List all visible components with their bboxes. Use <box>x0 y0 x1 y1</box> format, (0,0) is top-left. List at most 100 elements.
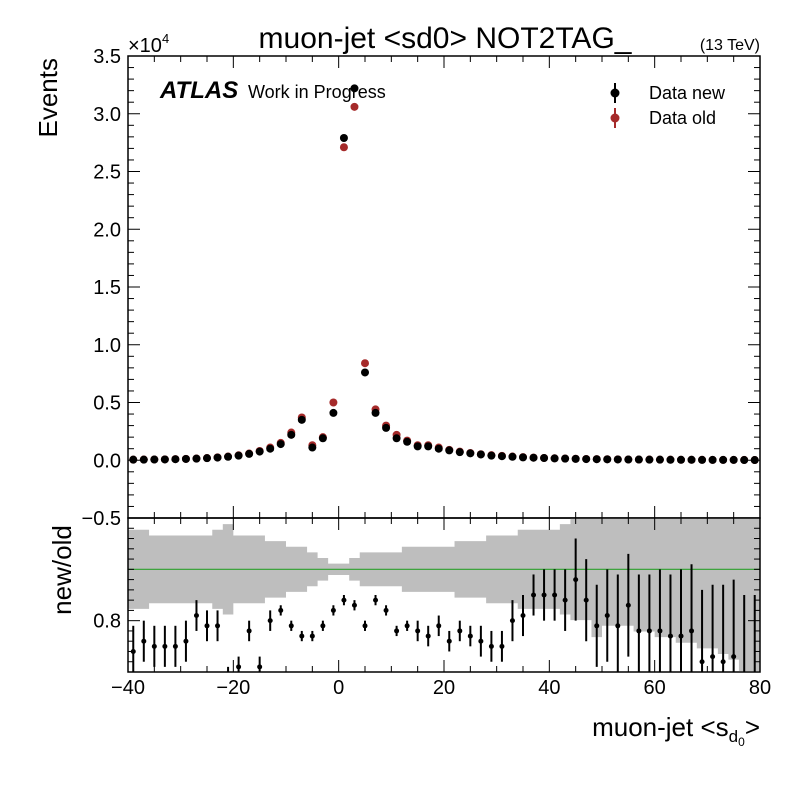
data-new-point <box>213 453 222 462</box>
data-new-point <box>434 444 443 453</box>
ratio-point <box>351 602 357 608</box>
ratio-point <box>299 633 305 639</box>
main-y-tick-label: 3.5 <box>93 46 121 68</box>
ratio-ylabel: new/old <box>47 525 77 615</box>
ratio-point <box>488 643 494 649</box>
data-new-point <box>424 442 433 451</box>
data-new-point <box>403 437 412 446</box>
data-new-point <box>413 442 422 451</box>
legend-label-data-new: Data new <box>649 83 726 103</box>
data-new-point <box>497 452 506 461</box>
data-new-point <box>740 456 749 465</box>
legend: Data new Data old <box>610 83 726 128</box>
data-new-point <box>329 408 338 417</box>
data-new-point <box>655 455 664 464</box>
data-new-point <box>255 447 264 456</box>
ratio-point <box>320 623 326 629</box>
ratio-point <box>615 623 621 629</box>
ratio-point <box>341 597 347 603</box>
ratio-point <box>309 633 315 639</box>
ratio-point <box>710 654 716 660</box>
data-new-point <box>192 454 201 463</box>
data-new-point <box>603 455 612 464</box>
ratio-point <box>330 607 336 613</box>
ratio-point <box>415 628 421 634</box>
ratio-point <box>604 613 610 619</box>
ratio-point <box>362 623 368 629</box>
data-new-point <box>171 455 180 464</box>
ratio-point <box>246 628 252 634</box>
atlas-sublabel: Work in Progress <box>248 82 386 102</box>
ratio-point <box>394 628 400 634</box>
ratio-point <box>720 659 726 665</box>
data-new-point <box>666 455 675 464</box>
ratio-point <box>731 654 737 660</box>
data-old-point <box>339 143 348 152</box>
ratio-point <box>446 638 452 644</box>
ratio-point <box>467 633 473 639</box>
x-tick-label: 40 <box>538 677 560 699</box>
data-old-point <box>361 359 369 368</box>
legend-entry-data-new: Data new <box>610 83 726 103</box>
data-new-point <box>708 455 717 464</box>
data-new-point <box>234 451 243 460</box>
data-new-point <box>181 454 190 463</box>
data-new-point <box>382 423 391 432</box>
data-new-point <box>487 451 496 460</box>
ratio-point <box>646 628 652 634</box>
x-tick-label: 0 <box>333 677 344 699</box>
ratio-point <box>552 592 558 598</box>
data-new-point <box>129 455 138 464</box>
data-new-point <box>371 408 380 417</box>
ratio-point <box>215 623 221 629</box>
data-old-point <box>350 102 359 111</box>
ratio-point <box>373 597 379 603</box>
legend-entry-data-old: Data old <box>610 108 716 128</box>
ratio-point <box>678 633 684 639</box>
legend-label-data-old: Data old <box>649 108 716 128</box>
data-new-point <box>550 454 559 463</box>
data-new-point <box>203 454 211 463</box>
ratio-panel: 0.8 −40 −20 0 20 40 60 80 <box>93 517 771 699</box>
data-new-point <box>508 452 517 461</box>
main-y-tick-label: 2.0 <box>93 219 121 241</box>
main-y-tick-label: 0.0 <box>93 450 121 472</box>
data-new-point <box>540 454 549 463</box>
atlas-label: ATLAS <box>159 77 238 104</box>
data-new-point <box>645 455 654 464</box>
chart-title: muon-jet <sd0> NOT2TAG_ <box>259 22 633 55</box>
data-new-point <box>561 454 570 463</box>
data-old-point <box>329 398 338 407</box>
data-new-point <box>698 455 707 464</box>
x-tick-label: 20 <box>433 677 455 699</box>
data-new-point <box>160 455 169 464</box>
data-new-point <box>634 455 643 464</box>
ratio-point <box>288 623 294 629</box>
data-new-point <box>624 455 633 464</box>
data-new-point <box>224 452 233 461</box>
y-multiplier: ×104 <box>128 31 169 57</box>
data-new-point <box>392 434 401 443</box>
data-new-point <box>361 368 369 377</box>
data-new-point <box>592 455 601 464</box>
data-new-point <box>318 434 327 443</box>
data-new-point <box>582 455 591 464</box>
ratio-point <box>667 633 673 639</box>
data-new-point <box>613 455 622 464</box>
ratio-point <box>531 592 537 598</box>
ratio-point <box>151 643 157 649</box>
data-new-point <box>339 134 348 143</box>
ratio-point <box>457 628 463 634</box>
ratio-point <box>183 638 189 644</box>
data-new-point <box>445 446 454 455</box>
ratio-point <box>594 623 600 629</box>
ratio-point <box>562 597 568 603</box>
data-new-point <box>287 430 296 439</box>
main-ylabel: Events <box>33 58 63 138</box>
ratio-point <box>625 602 631 608</box>
x-tick-label: −20 <box>216 677 250 699</box>
x-tick-label: 80 <box>749 677 771 699</box>
main-y-tick-label: 0.5 <box>93 393 121 415</box>
ratio-point <box>657 628 663 634</box>
